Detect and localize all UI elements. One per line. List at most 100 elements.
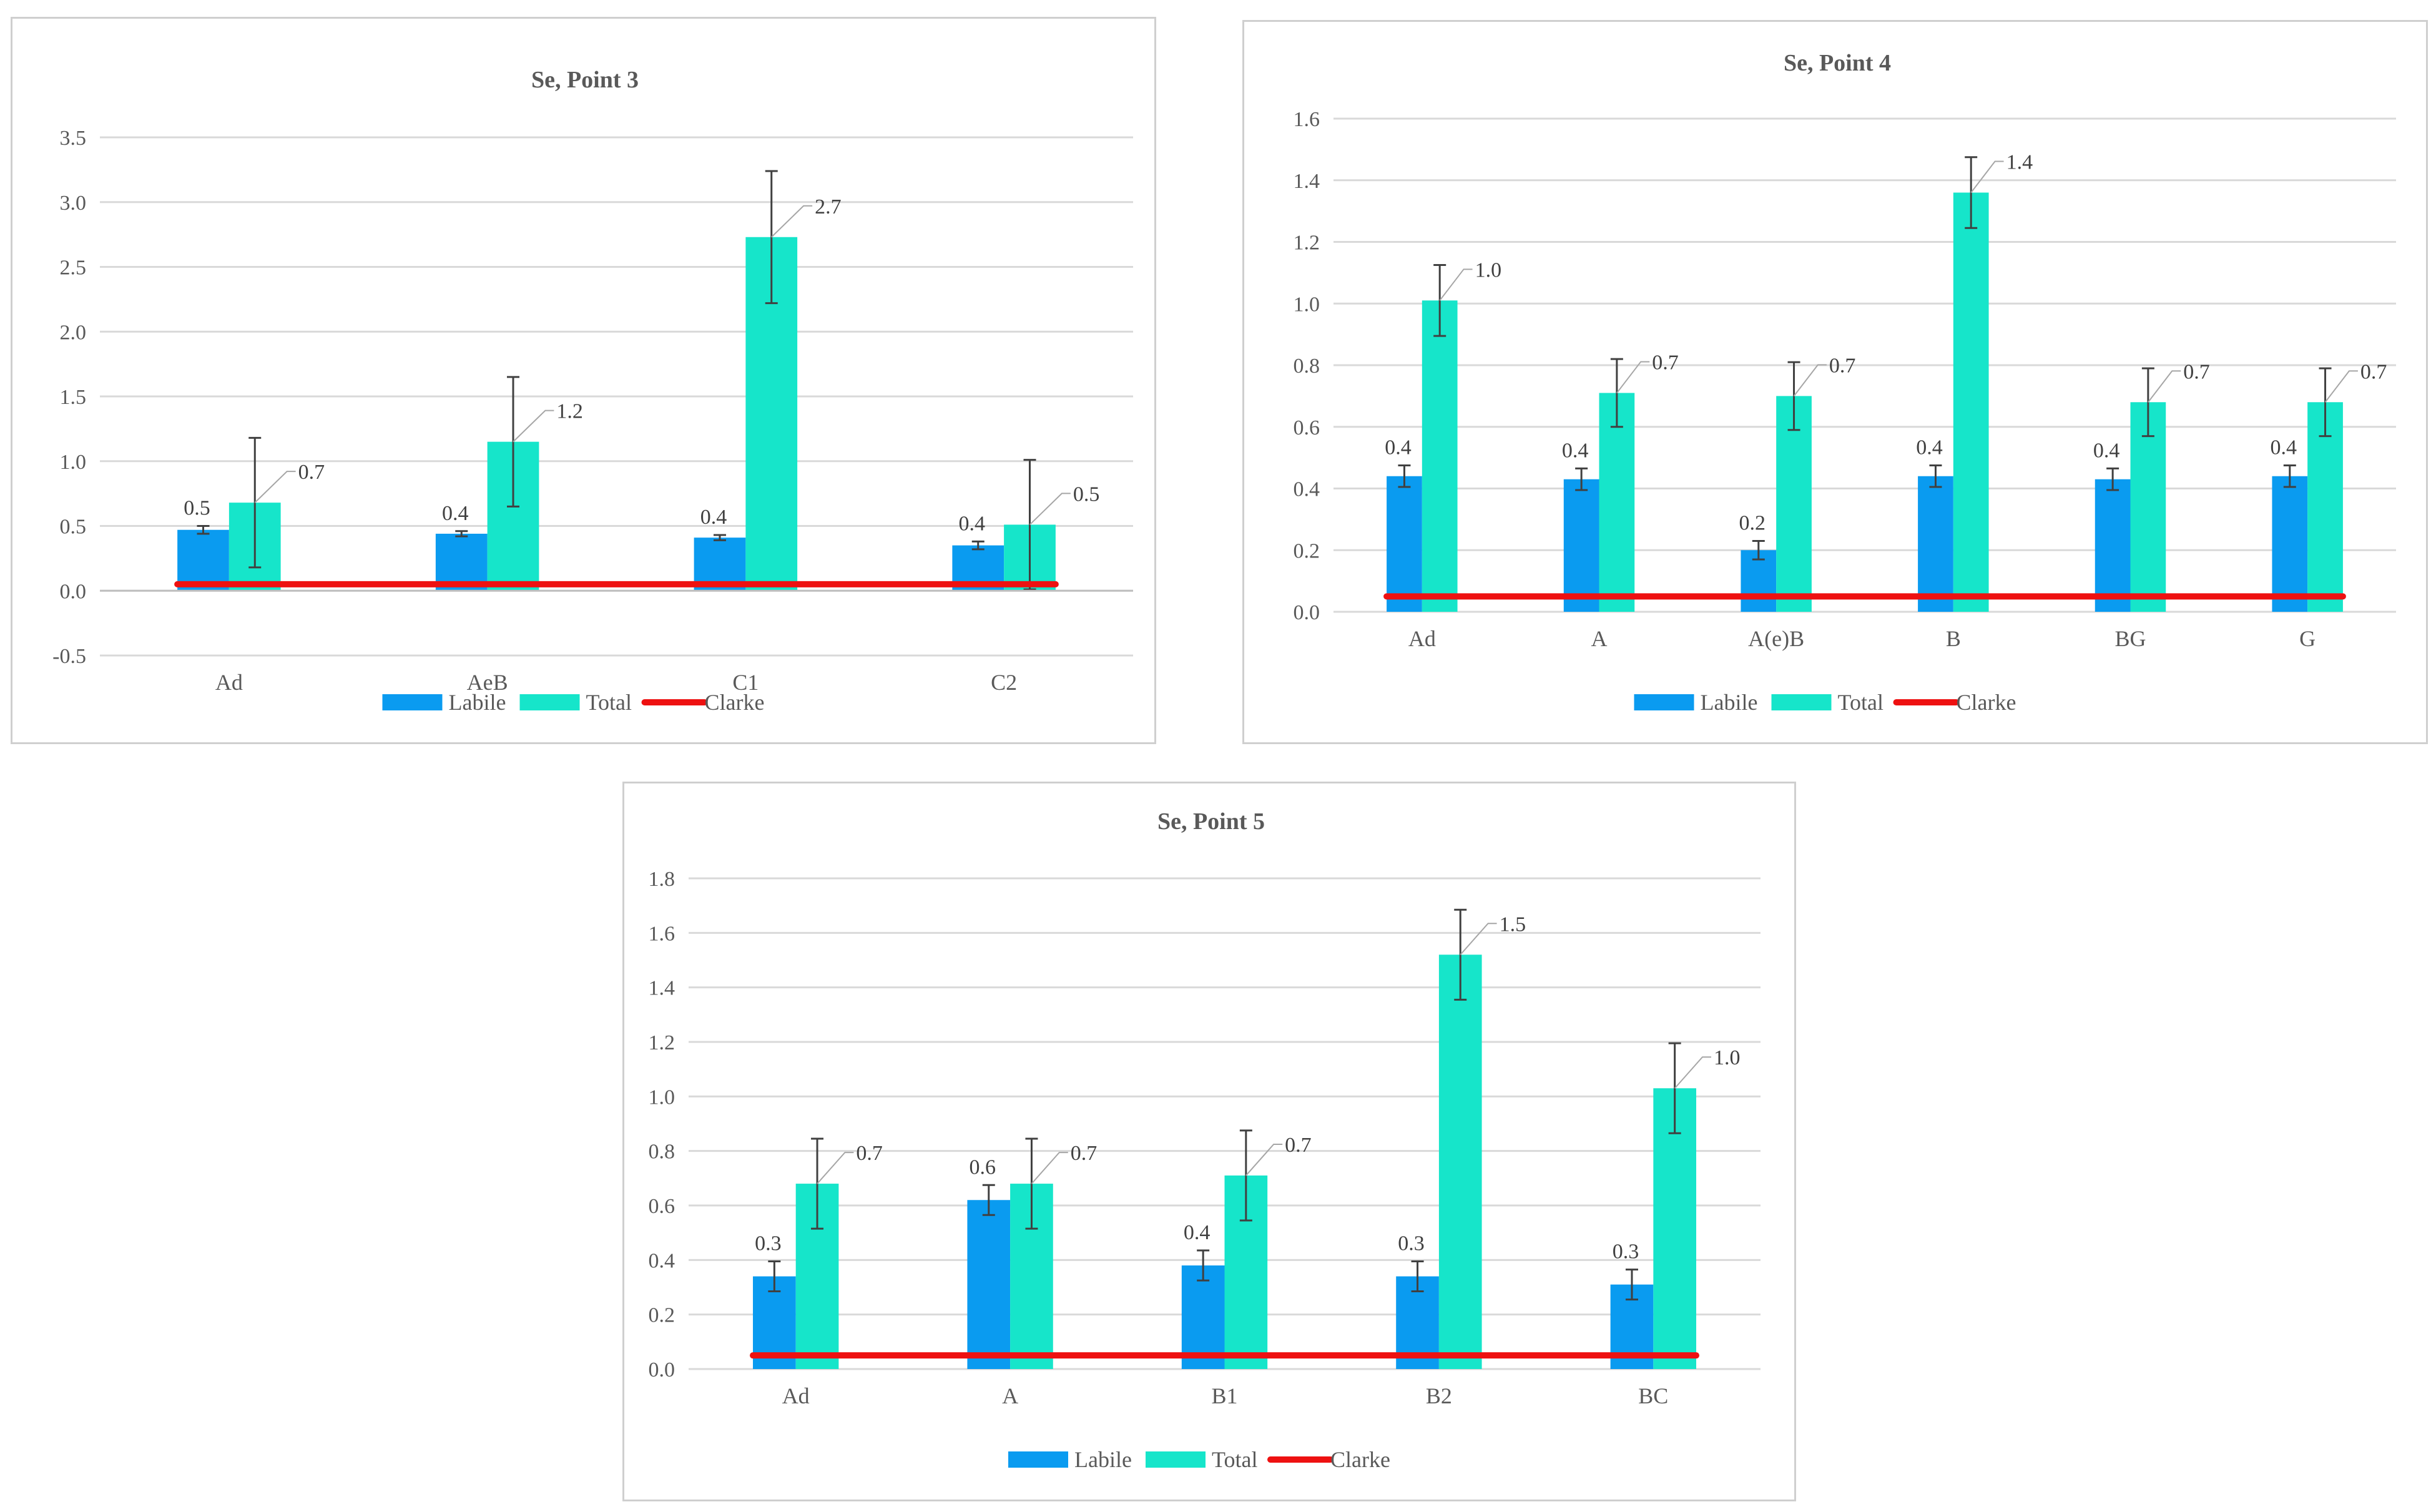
y-tick-label: 1.2 [1294, 232, 1320, 255]
data-label-labile: 0.4 [2093, 439, 2120, 462]
chart-panel-point3: Se, Point 3 3.5 3.0 2.5 2.0 1.5 1.0 0.5 0.0 -0.5… [11, 17, 1156, 744]
data-label-total: 1.4 [2006, 151, 2033, 174]
y-tick-label: 0.6 [1294, 416, 1320, 439]
y-tick-label: 0.4 [649, 1249, 675, 1272]
legend-label: Labile [449, 690, 506, 715]
legend-label: Total [586, 690, 632, 715]
legend-swatch [1634, 694, 1694, 710]
x-category-label: A [1591, 626, 1608, 651]
y-tick-label: 1.2 [649, 1031, 675, 1054]
data-label-total: 0.7 [1285, 1134, 1312, 1157]
chart-point5-svg: Se, Point 5 1.8 1.6 1.4 1.2 1.0 0.8 0.6 0.4 0.2 0… [649, 808, 1761, 1472]
bar-total [1438, 955, 1482, 1369]
legend-label: Clarke [1330, 1447, 1390, 1472]
data-label-total: 0.7 [1071, 1142, 1098, 1165]
y-tick-label: 1.6 [649, 922, 675, 945]
data-label-total: 2.7 [815, 195, 842, 218]
data-label-labile: 0.4 [1385, 436, 1412, 459]
y-tick-label: 3.0 [60, 192, 87, 215]
data-label-leader [1029, 493, 1071, 526]
chart-title: Se, Point 5 [1157, 808, 1265, 835]
data-label-labile: 0.4 [2271, 436, 2297, 459]
bar-labile [1563, 479, 1599, 612]
y-tick-label: 2.0 [60, 321, 87, 344]
x-category-label: B [1946, 626, 1961, 651]
y-tick-label: 0.2 [649, 1304, 675, 1327]
legend-swatch [519, 694, 580, 710]
x-category-label: Ad [782, 1383, 810, 1408]
x-category-label: C2 [991, 670, 1017, 695]
chart-point3-svg: Se, Point 3 3.5 3.0 2.5 2.0 1.5 1.0 0.5 0.0 -0.5… [52, 67, 1133, 715]
data-label-labile: 0.6 [970, 1156, 996, 1179]
data-label-leader [1970, 160, 2004, 194]
data-label-labile: 0.5 [184, 497, 210, 520]
data-label-labile: 0.2 [1739, 511, 1766, 534]
data-label-total: 0.7 [2360, 360, 2387, 383]
y-tick-label: 1.0 [60, 451, 87, 474]
x-category-label: BC [1638, 1383, 1668, 1408]
bar-labile [177, 529, 229, 591]
data-label-leader [1674, 1056, 1711, 1089]
data-label-labile: 0.4 [442, 502, 469, 525]
legend-label: Clarke [705, 690, 765, 715]
x-category-label: B2 [1426, 1383, 1452, 1408]
x-category-label: A(e)B [1748, 626, 1804, 651]
y-tick-label: 1.4 [649, 977, 675, 1000]
bar-labile [2272, 476, 2308, 612]
legend-label: Total [1212, 1447, 1257, 1472]
x-category-label: Ad [215, 670, 243, 695]
legend-swatch [1008, 1451, 1068, 1468]
y-tick-label: 0.2 [1294, 539, 1320, 562]
x-category-label: G [2299, 626, 2316, 651]
data-label-leader [2324, 370, 2358, 403]
data-label-total: 0.7 [1829, 354, 1856, 377]
bar-total [1422, 300, 1458, 612]
data-label-leader [254, 471, 296, 503]
y-tick-label: 0.4 [1294, 478, 1320, 501]
data-label-leader [1245, 1143, 1283, 1176]
y-tick-label: 0.8 [649, 1141, 675, 1164]
chart-title: Se, Point 4 [1784, 50, 1891, 76]
data-label-leader [817, 1152, 854, 1184]
y-tick-label: 0.8 [1294, 355, 1320, 378]
bar-total [1653, 1088, 1696, 1369]
bar-total [1599, 393, 1635, 612]
bar-labile [967, 1200, 1011, 1369]
data-label-labile: 0.3 [1613, 1240, 1639, 1264]
legend-label: Labile [1701, 690, 1758, 715]
y-tick-label: 1.0 [1294, 293, 1320, 316]
y-tick-label: 1.5 [60, 386, 87, 409]
y-tick-label: 0.0 [649, 1358, 675, 1382]
data-label-labile: 0.3 [755, 1232, 782, 1255]
bar-total [2307, 402, 2343, 612]
legend-label: Total [1838, 690, 1883, 715]
legend-swatch [382, 694, 443, 710]
data-label-total: 1.2 [556, 400, 583, 423]
bar-labile [1918, 476, 1953, 612]
legend-swatch [1146, 1451, 1206, 1468]
data-label-total: 1.5 [1500, 913, 1526, 936]
y-tick-label: 0.0 [60, 580, 87, 603]
data-label-total: 0.5 [1073, 483, 1100, 506]
x-category-label: BG [2114, 626, 2146, 651]
data-label-total: 0.7 [298, 461, 325, 484]
data-label-labile: 0.4 [700, 506, 727, 529]
bar-labile [2095, 479, 2131, 612]
data-label-leader [1616, 361, 1650, 394]
bar-total [1953, 192, 1989, 612]
data-label-labile: 0.4 [1562, 439, 1589, 462]
legend-label: Clarke [1957, 690, 2016, 715]
legend-swatch [1771, 694, 1832, 710]
data-label-leader [513, 410, 554, 443]
bar-labile [1741, 550, 1777, 612]
y-tick-label: 0.0 [1294, 601, 1320, 624]
data-label-total: 0.7 [1652, 351, 1679, 374]
data-label-labile: 0.4 [959, 512, 986, 535]
x-category-label: B1 [1211, 1383, 1237, 1408]
data-label-leader [1031, 1152, 1068, 1184]
x-category-label: Ad [1408, 626, 1436, 651]
chart-panel-point5: Se, Point 5 1.8 1.6 1.4 1.2 1.0 0.8 0.6 0.4 0.2 0… [622, 782, 1796, 1501]
bar-total [1776, 396, 1812, 612]
data-label-labile: 0.4 [1184, 1221, 1211, 1244]
x-category-label: C1 [732, 670, 759, 695]
